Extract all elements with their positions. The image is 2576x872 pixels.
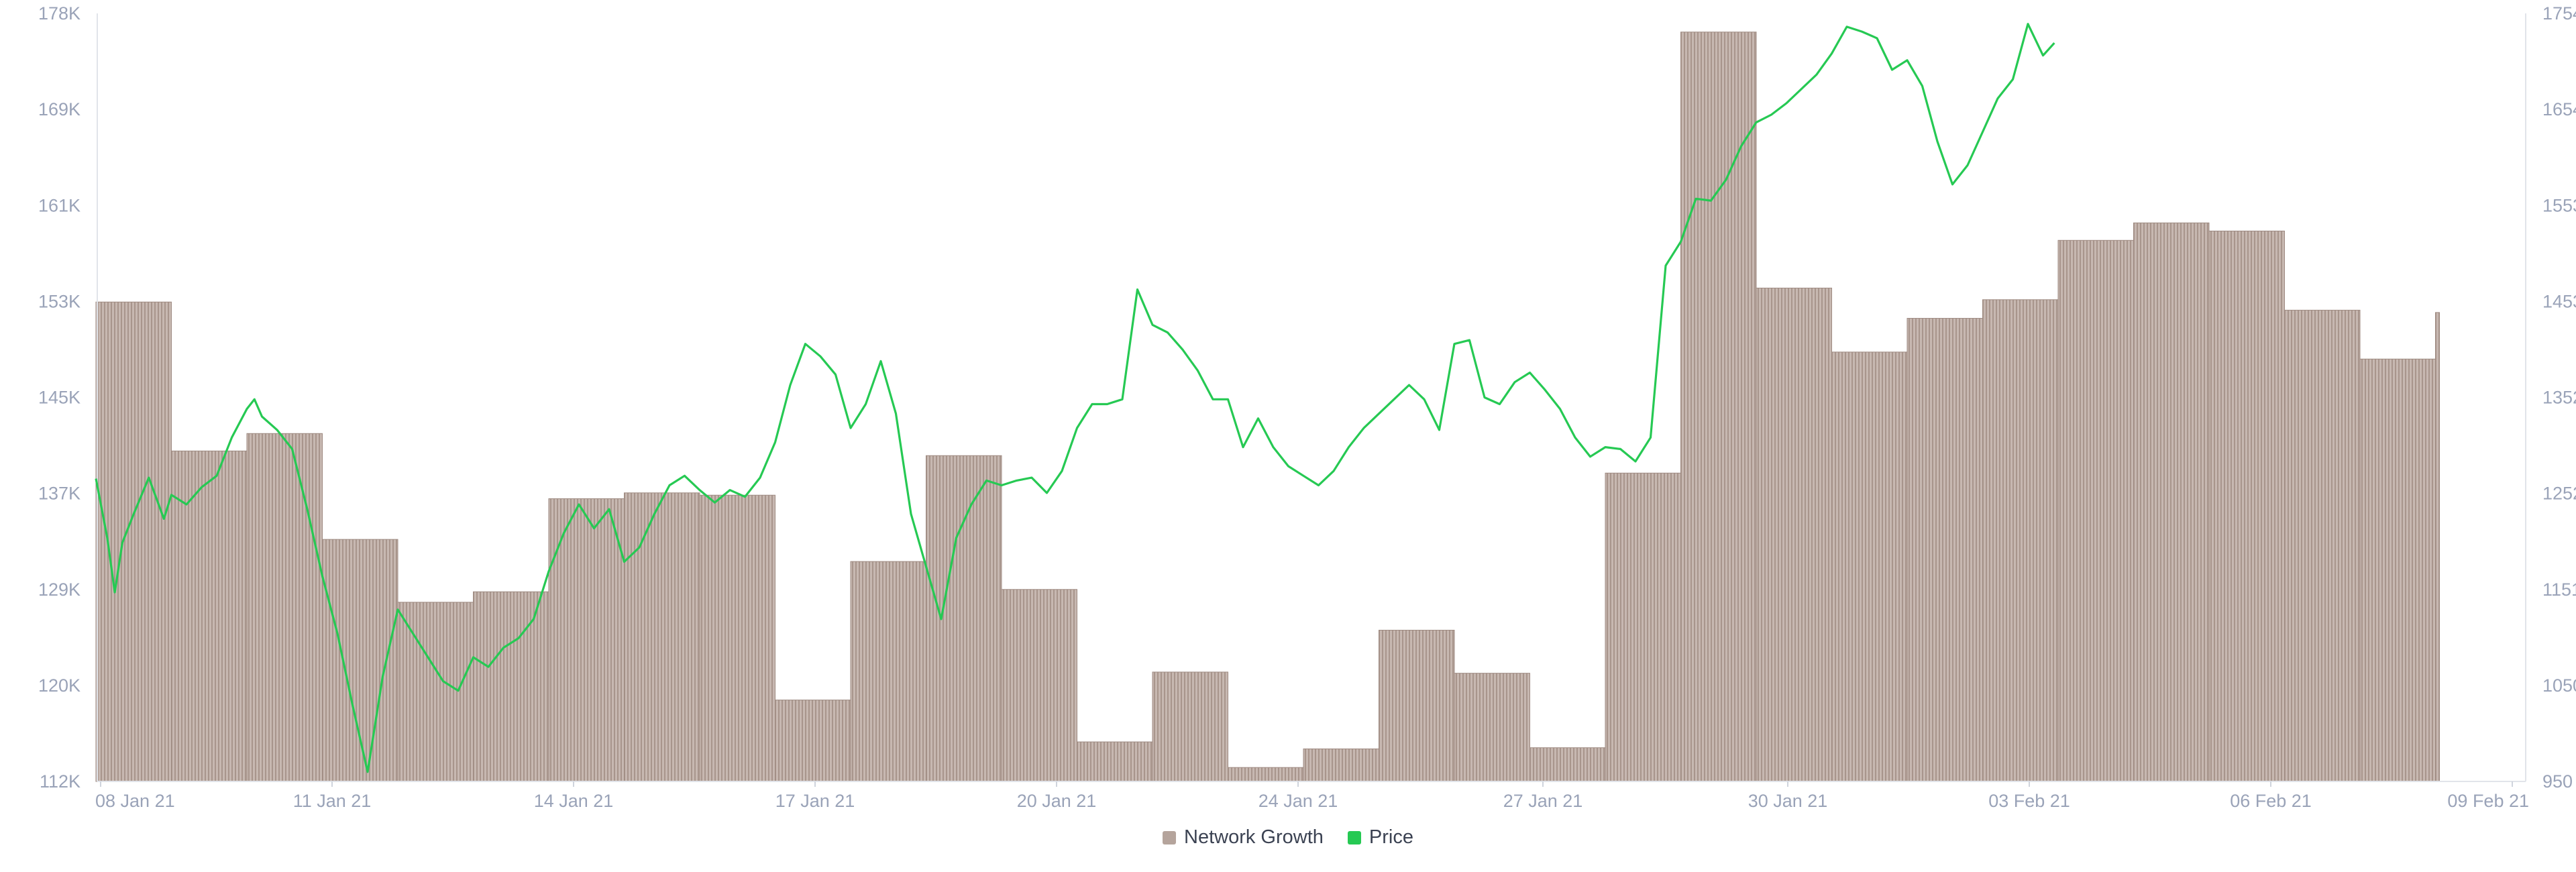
y-left-tick-label: 169K [38, 99, 80, 119]
y-right-tick-label: 1754 [2542, 3, 2576, 23]
network-growth-bar [1680, 32, 1757, 782]
x-tick-label: 14 Jan 21 [534, 791, 614, 811]
legend-item-network-growth[interactable]: Network Growth [1163, 826, 1324, 849]
bars-group [95, 32, 2440, 782]
network-growth-bar [1303, 748, 1379, 782]
y-left-tick-label: 145K [38, 388, 80, 408]
network-growth-bar [1529, 747, 1606, 782]
x-tick-label: 03 Feb 21 [1988, 791, 2070, 811]
network-growth-bar [1831, 351, 1908, 782]
y-left-tick-label: 153K [38, 291, 80, 311]
network-growth-bar [624, 492, 700, 782]
network-growth-swatch-icon [1163, 830, 1177, 844]
network-growth-bar [775, 700, 851, 782]
network-growth-bar [473, 591, 549, 782]
x-tick-label: 30 Jan 21 [1748, 791, 1828, 811]
x-tick-labels: 08 Jan 21 11 Jan 21 14 Jan 21 17 Jan 21 20 J… [95, 781, 2529, 811]
network-growth-bar [1454, 673, 1530, 782]
network-growth-bar [2359, 358, 2436, 782]
network-growth-bar [397, 602, 474, 782]
axes-group [97, 13, 2526, 782]
y-left-tick-labels: 112K 120K 129K 137K 145K 153K 161K 169K 178K [38, 3, 80, 792]
network-growth-bar [2284, 309, 2361, 782]
legend-label-price: Price [1368, 826, 1413, 848]
x-tick-label: 27 Jan 21 [1503, 791, 1583, 811]
y-left-tick-label: 129K [38, 580, 80, 600]
x-tick-label: 06 Feb 21 [2230, 791, 2312, 811]
network-growth-bar [1907, 318, 1983, 782]
network-growth-bar [2133, 222, 2210, 782]
network-growth-bar [548, 498, 625, 782]
network-growth-bar [926, 455, 1002, 782]
legend: Network Growth Price [0, 826, 2576, 849]
network-growth-bar [246, 433, 323, 782]
network-growth-bar [1152, 671, 1228, 782]
price-line-group [95, 23, 2055, 773]
legend-item-price[interactable]: Price [1347, 826, 1413, 849]
price-line [95, 23, 2055, 773]
network-growth-bar [1001, 589, 1077, 782]
network-growth-bar [2208, 230, 2285, 782]
network-growth-bar [1605, 472, 1681, 782]
network-growth-bar [1756, 287, 1832, 782]
y-left-tick-label: 137K [38, 484, 80, 504]
network-growth-bar [850, 561, 926, 782]
x-tick-label: 09 Feb 21 [2447, 791, 2529, 811]
network-growth-bar [2435, 312, 2440, 782]
y-right-tick-label: 1352 [2542, 388, 2576, 408]
x-tick-label: 11 Jan 21 [293, 791, 372, 811]
y-right-tick-label: 1252 [2542, 484, 2576, 504]
network-growth-bar [699, 494, 775, 782]
y-left-tick-label: 178K [38, 3, 80, 23]
x-tick-label: 20 Jan 21 [1017, 791, 1097, 811]
y-left-tick-label: 120K [38, 675, 80, 696]
network-growth-bar [2057, 239, 2134, 782]
y-right-tick-label: 1050 [2542, 675, 2576, 696]
x-tick-label: 08 Jan 21 [95, 791, 175, 811]
y-right-tick-label: 1654 [2542, 99, 2576, 119]
network-growth-bar [1982, 299, 2059, 782]
x-tick-label: 24 Jan 21 [1258, 791, 1338, 811]
network-growth-bar [1228, 767, 1304, 782]
network-growth-bar [1077, 741, 1153, 782]
network-growth-bar [1379, 629, 1455, 782]
y-left-tick-label: 161K [38, 195, 80, 215]
y-left-tick-label: 112K [40, 771, 80, 792]
network-growth-bar [171, 450, 248, 782]
legend-label-network-growth: Network Growth [1184, 826, 1324, 848]
x-tick-label: 17 Jan 21 [775, 791, 855, 811]
y-right-tick-label: 1453 [2542, 291, 2576, 311]
y-right-tick-label: 950 [2542, 771, 2573, 792]
y-right-tick-label: 1553 [2542, 195, 2576, 215]
price-swatch-icon [1347, 830, 1361, 844]
